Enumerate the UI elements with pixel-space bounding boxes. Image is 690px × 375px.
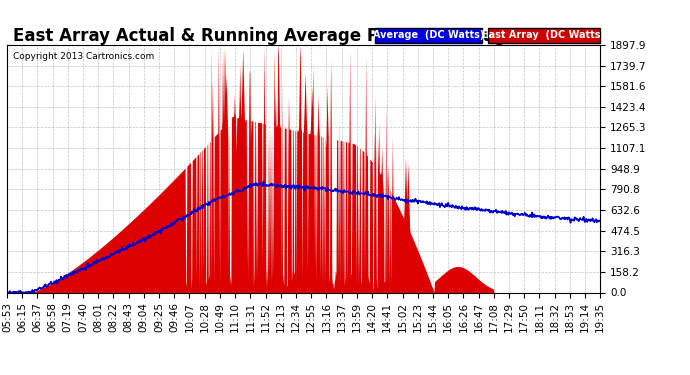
Text: Copyright 2013 Cartronics.com: Copyright 2013 Cartronics.com bbox=[13, 53, 154, 62]
Text: Average  (DC Watts): Average (DC Watts) bbox=[373, 30, 484, 40]
Text: East Array  (DC Watts): East Array (DC Watts) bbox=[482, 30, 605, 40]
FancyBboxPatch shape bbox=[488, 28, 600, 42]
Title: East Array Actual & Running Average Power Tue Aug 13 19:54: East Array Actual & Running Average Powe… bbox=[13, 27, 594, 45]
FancyBboxPatch shape bbox=[375, 28, 482, 42]
